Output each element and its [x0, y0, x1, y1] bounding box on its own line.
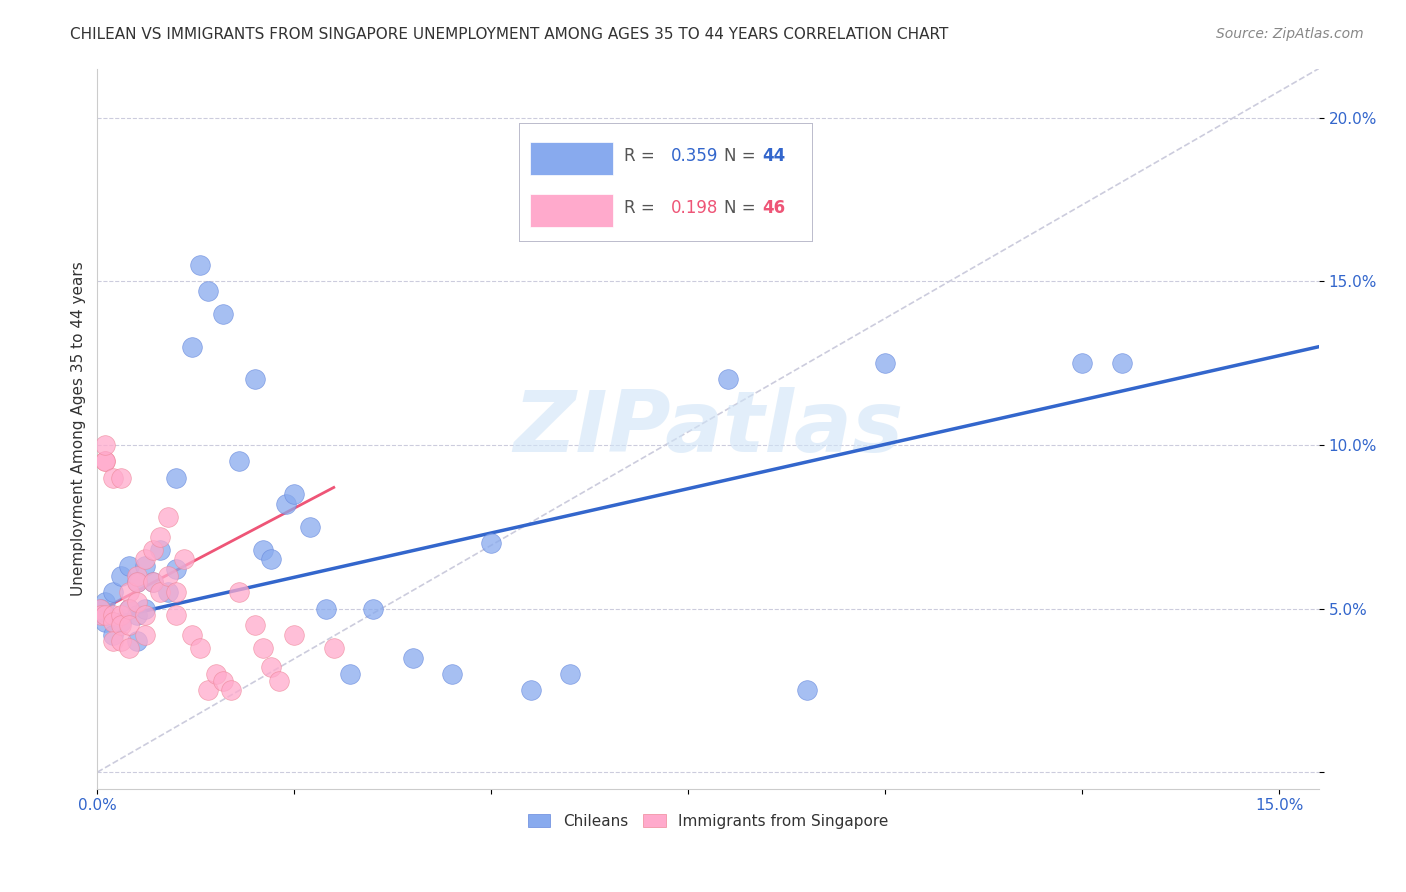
Point — [212, 673, 235, 688]
Point — [276, 497, 298, 511]
Point — [165, 470, 187, 484]
Point — [149, 585, 172, 599]
Point — [134, 608, 156, 623]
Point — [125, 575, 148, 590]
Point — [101, 585, 124, 599]
Point — [141, 575, 163, 590]
Point — [875, 356, 897, 370]
Point — [94, 615, 117, 629]
Point — [110, 615, 132, 629]
Point — [94, 438, 117, 452]
Point — [283, 487, 305, 501]
Point — [125, 634, 148, 648]
Legend: Chileans, Immigrants from Singapore: Chileans, Immigrants from Singapore — [522, 807, 894, 835]
Point — [228, 585, 250, 599]
Point — [101, 615, 124, 629]
Point — [101, 608, 124, 623]
Text: Source: ZipAtlas.com: Source: ZipAtlas.com — [1216, 27, 1364, 41]
Point — [520, 683, 543, 698]
Point — [118, 559, 141, 574]
Point — [283, 628, 305, 642]
Point — [173, 552, 195, 566]
Point — [141, 542, 163, 557]
Point — [322, 640, 344, 655]
Point — [560, 667, 582, 681]
Point — [149, 529, 172, 543]
Point — [717, 372, 740, 386]
Point — [125, 608, 148, 623]
Point — [141, 575, 163, 590]
Point — [197, 284, 219, 298]
Point — [165, 585, 187, 599]
Point — [260, 660, 283, 674]
Point — [339, 667, 361, 681]
Point — [134, 601, 156, 615]
Point — [110, 569, 132, 583]
Text: CHILEAN VS IMMIGRANTS FROM SINGAPORE UNEMPLOYMENT AMONG AGES 35 TO 44 YEARS CORR: CHILEAN VS IMMIGRANTS FROM SINGAPORE UNE… — [70, 27, 949, 42]
Point — [94, 454, 117, 468]
Point — [260, 552, 283, 566]
Point — [267, 673, 290, 688]
Point — [204, 667, 226, 681]
Point — [1071, 356, 1094, 370]
Point — [125, 575, 148, 590]
Point — [180, 340, 202, 354]
Point — [157, 509, 180, 524]
Point — [125, 595, 148, 609]
Point — [134, 628, 156, 642]
Point — [118, 585, 141, 599]
Point — [243, 618, 266, 632]
Point — [90, 608, 112, 623]
Point — [180, 628, 202, 642]
Point — [243, 372, 266, 386]
Point — [299, 519, 322, 533]
Point — [110, 634, 132, 648]
Point — [90, 601, 112, 615]
Point — [149, 542, 172, 557]
Point — [94, 454, 117, 468]
Text: ZIPatlas: ZIPatlas — [513, 387, 903, 470]
Point — [94, 595, 117, 609]
Point — [165, 608, 187, 623]
Point — [252, 640, 274, 655]
Point — [125, 569, 148, 583]
Point — [212, 307, 235, 321]
Point — [440, 667, 463, 681]
Point — [197, 683, 219, 698]
Point — [110, 470, 132, 484]
Point — [188, 640, 211, 655]
Point — [101, 628, 124, 642]
Point — [89, 601, 111, 615]
Point — [94, 608, 117, 623]
Point — [110, 608, 132, 623]
Point — [157, 569, 180, 583]
Point — [401, 650, 423, 665]
Point — [118, 618, 141, 632]
Point — [157, 585, 180, 599]
Point — [118, 640, 141, 655]
Point — [118, 601, 141, 615]
Point — [221, 683, 243, 698]
Point — [1111, 356, 1133, 370]
Point — [315, 601, 337, 615]
Point — [118, 601, 141, 615]
Point — [134, 552, 156, 566]
Point — [94, 608, 117, 623]
Y-axis label: Unemployment Among Ages 35 to 44 years: Unemployment Among Ages 35 to 44 years — [72, 261, 86, 596]
Point — [188, 258, 211, 272]
Point — [134, 559, 156, 574]
Point — [228, 454, 250, 468]
Point — [796, 683, 818, 698]
Point — [361, 601, 384, 615]
Point — [101, 470, 124, 484]
Point — [252, 542, 274, 557]
Point — [101, 634, 124, 648]
Point — [110, 618, 132, 632]
Point — [165, 562, 187, 576]
Point — [479, 536, 502, 550]
